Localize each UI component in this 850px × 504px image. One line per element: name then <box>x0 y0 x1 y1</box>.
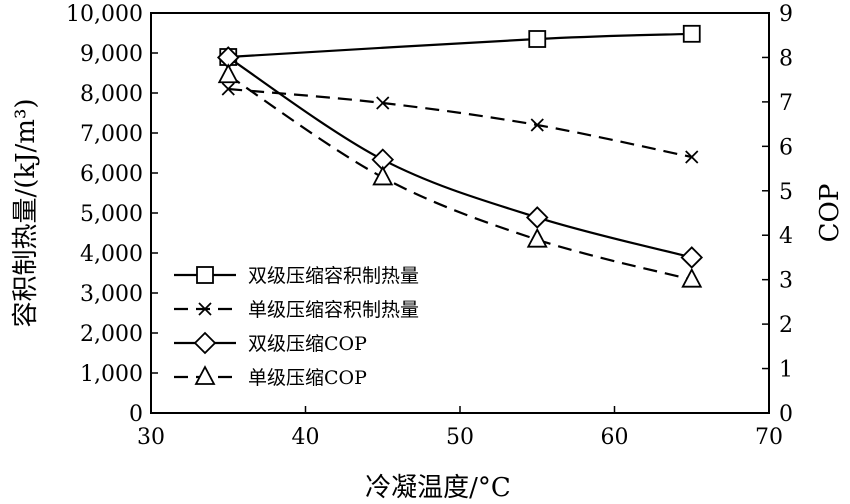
series-line-1 <box>228 87 692 159</box>
series-line-3 <box>227 74 693 281</box>
ticks: 30 40 50 60 7001,0002,0003,0004,0005,0006,00… <box>66 2 793 450</box>
x-marker-stroke <box>376 96 390 110</box>
y-right-axis-title: COP <box>815 184 845 243</box>
triangle-marker <box>372 165 394 186</box>
x-marker <box>530 118 544 132</box>
y-left-tick-label: 7,000 <box>80 122 143 147</box>
triangle-marker <box>681 267 703 288</box>
x-marker-stroke <box>530 118 544 132</box>
square-marker <box>196 266 214 284</box>
x-marker-stroke <box>221 82 235 96</box>
y-left-tick-label: 0 <box>129 402 143 427</box>
y-left-tick-label: 8,000 <box>80 82 143 107</box>
x-tick-label: 70 <box>755 425 783 450</box>
y-left-tick-label: 9,000 <box>80 42 143 67</box>
x-marker <box>198 302 212 316</box>
x-tick-label: 50 <box>446 425 474 450</box>
y-left-tick-label: 4,000 <box>80 242 143 267</box>
y-right-tick-label: 1 <box>779 358 793 383</box>
y-right-tick-label: 2 <box>779 313 793 338</box>
x-marker <box>221 82 235 96</box>
x-tick-label: 30 <box>137 425 165 450</box>
y-right-tick-label: 7 <box>779 91 793 116</box>
square-marker <box>528 30 547 48</box>
x-tick-label: 40 <box>292 425 320 450</box>
y-right-tick-label: 3 <box>779 269 793 294</box>
legend-label: 双级压缩COP <box>248 333 367 355</box>
x-marker-stroke <box>685 150 699 164</box>
triangle-marker <box>217 63 239 84</box>
diamond-marker <box>193 331 217 355</box>
legend-label: 单级压缩容积制热量 <box>248 299 419 321</box>
y-right-tick-label: 6 <box>779 135 793 160</box>
y-right-tick-label: 9 <box>779 2 793 27</box>
y-left-tick-label: 10,000 <box>66 2 143 27</box>
series-line-2 <box>227 56 693 259</box>
y-left-tick-label: 5,000 <box>80 202 143 227</box>
y-right-tick-label: 4 <box>779 224 793 249</box>
series-line-0 <box>228 32 692 59</box>
x-marker <box>376 96 390 110</box>
triangle-marker <box>194 365 216 385</box>
y-left-axis-title: 容积制热量/(kJ/m³) <box>11 98 41 327</box>
x-marker <box>685 150 699 164</box>
y-left-tick-label: 3,000 <box>80 282 143 307</box>
legend-label: 单级压缩COP <box>248 367 367 389</box>
y-right-tick-label: 8 <box>779 46 793 71</box>
y-right-tick-label: 0 <box>779 402 793 427</box>
square-marker <box>682 24 701 43</box>
y-right-tick-label: 5 <box>779 180 793 205</box>
diamond-marker <box>525 206 549 229</box>
y-left-tick-label: 6,000 <box>80 162 143 187</box>
x-axis-title: 冷凝温度/°C <box>365 473 511 503</box>
y-left-tick-label: 1,000 <box>80 362 143 387</box>
legend-label: 双级压缩容积制热量 <box>248 265 419 287</box>
x-marker-stroke <box>198 302 212 316</box>
diamond-marker <box>680 246 704 269</box>
series-layer <box>216 24 704 288</box>
x-tick-label: 60 <box>601 425 629 450</box>
triangle-marker <box>526 227 548 248</box>
y-left-tick-label: 2,000 <box>80 322 143 347</box>
